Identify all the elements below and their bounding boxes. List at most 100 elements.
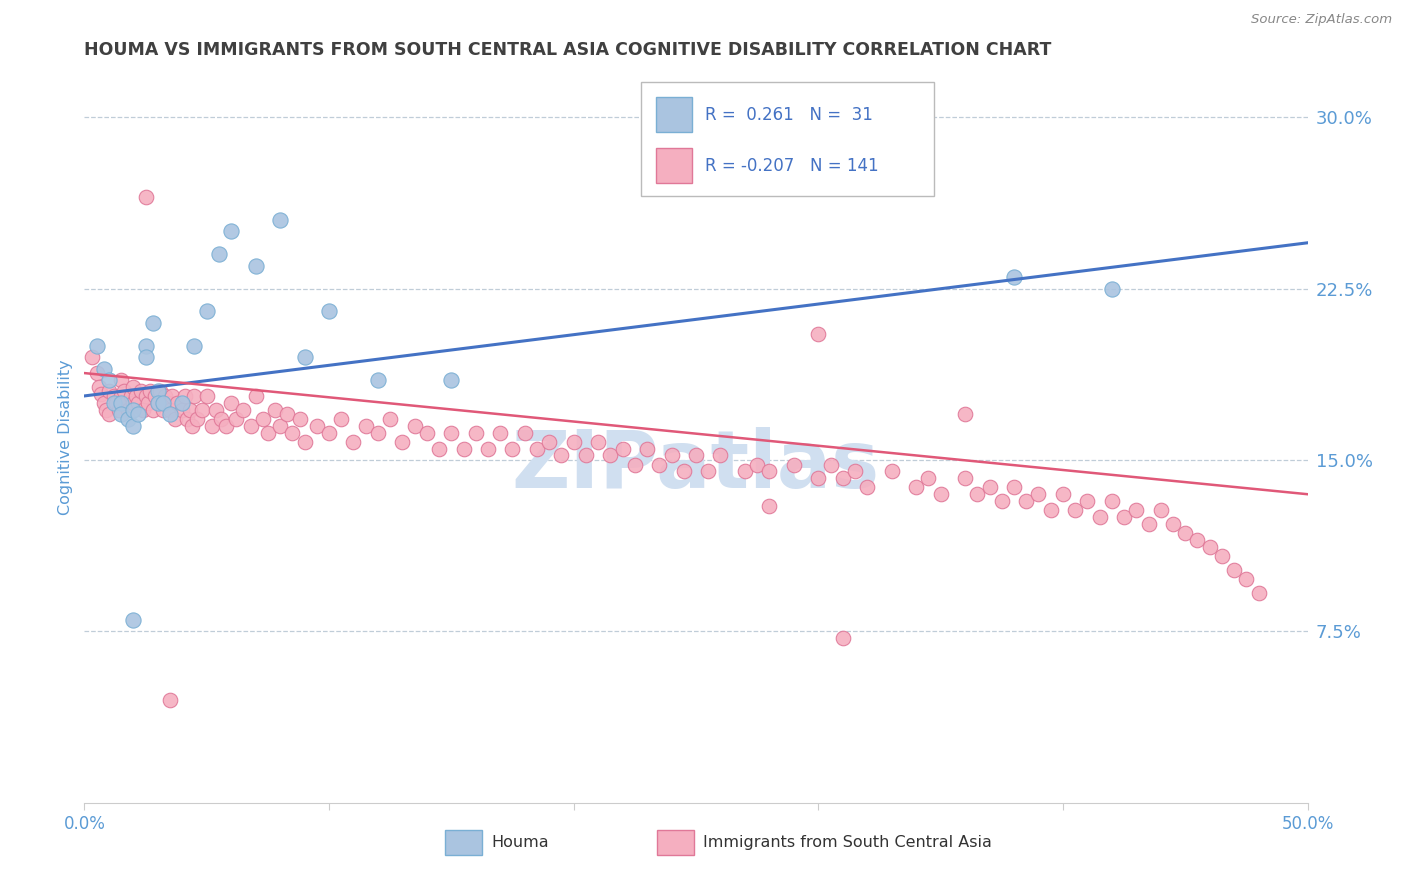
Point (87, 380, 110, 394)
Point (142, 402, 165, 417)
Point (1101, 281, 1123, 295)
Point (416, 425, 439, 440)
Point (1101, 494, 1123, 508)
Point (427, 442, 450, 456)
Point (305, 418, 328, 433)
Point (86, 366, 108, 380)
Point (807, 471, 830, 485)
Point (685, 449, 707, 463)
Point (342, 434, 364, 449)
Point (1161, 516, 1184, 531)
Point (1187, 533, 1209, 547)
Point (966, 487, 988, 501)
Point (807, 327, 830, 342)
Point (648, 458, 671, 472)
Point (107, 402, 129, 417)
Point (103, 396, 125, 410)
Point (110, 389, 132, 403)
Point (112, 384, 135, 399)
Point (173, 389, 195, 403)
Point (245, 259, 267, 273)
Point (269, 213, 291, 227)
Point (734, 464, 756, 478)
Point (562, 434, 585, 449)
Point (1039, 503, 1062, 517)
Point (294, 350, 316, 364)
Point (125, 389, 148, 403)
Point (195, 304, 218, 318)
Point (122, 396, 145, 410)
Point (135, 389, 157, 403)
Text: Houma: Houma (492, 835, 550, 850)
Point (380, 412, 402, 426)
Point (181, 418, 204, 433)
FancyBboxPatch shape (446, 830, 482, 855)
Point (276, 407, 298, 421)
Point (1150, 503, 1173, 517)
Point (195, 389, 218, 403)
Point (86, 338, 108, 352)
FancyBboxPatch shape (641, 82, 935, 195)
Point (661, 449, 683, 463)
Text: HOUMA VS IMMIGRANTS FROM SOUTH CENTRAL ASIA COGNITIVE DISABILITY CORRELATION CHA: HOUMA VS IMMIGRANTS FROM SOUTH CENTRAL A… (84, 41, 1052, 59)
Point (186, 412, 208, 426)
Point (264, 402, 287, 417)
Point (135, 338, 157, 352)
Point (404, 418, 426, 433)
Point (330, 412, 353, 426)
Point (80, 350, 103, 364)
Point (294, 434, 316, 449)
Point (1125, 503, 1147, 517)
Point (159, 402, 181, 417)
Point (929, 487, 952, 501)
Point (97, 373, 120, 387)
Point (783, 458, 806, 472)
Point (183, 389, 205, 403)
Point (1223, 563, 1246, 577)
Point (318, 425, 340, 440)
Point (176, 412, 198, 426)
Point (200, 418, 222, 433)
Text: R =  0.261   N =  31: R = 0.261 N = 31 (704, 105, 872, 123)
Point (135, 190, 157, 204)
Point (953, 407, 976, 421)
Point (162, 389, 184, 403)
Point (1236, 572, 1258, 586)
Point (143, 389, 166, 403)
Point (136, 396, 159, 410)
Point (391, 434, 413, 449)
Point (115, 396, 138, 410)
Point (146, 384, 169, 399)
Point (93, 396, 115, 410)
Point (612, 442, 634, 456)
Point (1137, 516, 1160, 531)
Point (599, 449, 621, 463)
FancyBboxPatch shape (657, 830, 693, 855)
Point (146, 396, 169, 410)
Point (110, 407, 132, 421)
Point (513, 425, 536, 440)
Point (252, 412, 274, 426)
Point (1088, 510, 1111, 524)
Point (163, 412, 186, 426)
Point (440, 425, 463, 440)
Point (672, 464, 695, 478)
Point (586, 434, 609, 449)
Point (464, 425, 486, 440)
Point (856, 480, 879, 494)
Point (105, 396, 128, 410)
Point (139, 384, 162, 399)
Point (120, 389, 142, 403)
Point (991, 494, 1014, 508)
Point (367, 425, 389, 440)
Point (624, 458, 647, 472)
Point (172, 396, 194, 410)
Point (709, 449, 731, 463)
Point (122, 613, 145, 627)
Point (820, 458, 842, 472)
Point (129, 384, 152, 399)
Point (1198, 540, 1220, 554)
Point (844, 464, 866, 478)
Point (269, 418, 291, 433)
Point (831, 632, 853, 646)
